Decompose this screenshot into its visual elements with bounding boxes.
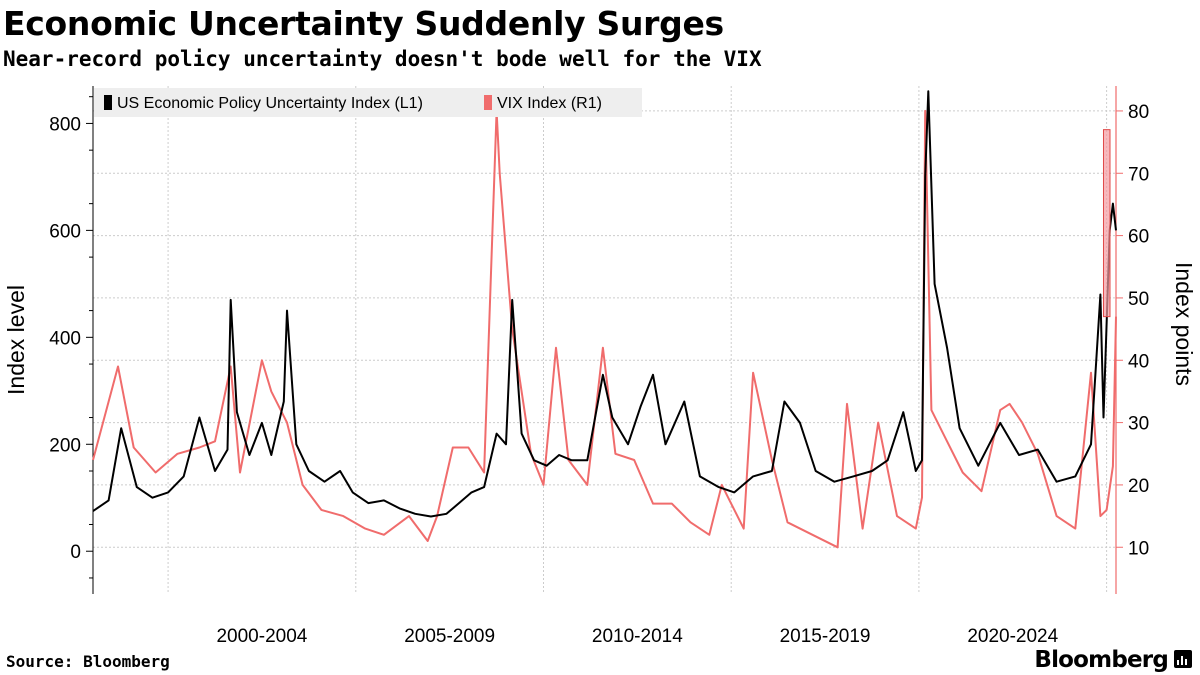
right-tick-label: 20 [1128, 476, 1149, 497]
axes [86, 86, 1123, 594]
right-tick-label: 50 [1128, 289, 1149, 310]
left-tick-label: 200 [49, 435, 81, 456]
x-tick-label: 2020-2024 [967, 626, 1058, 647]
right-tick-label: 40 [1128, 351, 1149, 372]
brand-chart-icon [1174, 650, 1192, 668]
epu-line [92, 90, 1117, 518]
right-tick-label: 70 [1128, 164, 1149, 185]
chart-subtitle: Near-record policy uncertainty doesn't b… [3, 47, 762, 71]
legend-swatch-vix [484, 95, 492, 110]
legend: US Economic Policy Uncertainty Index (L1… [94, 88, 642, 117]
legend-swatch-epu [104, 95, 112, 110]
right-tick-label: 10 [1128, 538, 1149, 559]
highlight-box [1102, 129, 1111, 318]
y-axis-title-right: Index points [1171, 262, 1197, 386]
right-tick-label: 30 [1128, 414, 1149, 435]
x-tick-label: 2010-2014 [592, 626, 683, 647]
legend-background [94, 88, 642, 117]
source-note: Source: Bloomberg [6, 652, 170, 671]
legend-label-vix: VIX Index (R1) [497, 95, 602, 112]
series-lines [92, 90, 1117, 549]
x-tick-label: 2015-2019 [780, 626, 871, 647]
highlight-region [1102, 129, 1111, 318]
right-tick-label: 60 [1128, 227, 1149, 248]
left-tick-label: 0 [70, 542, 81, 563]
left-tick-label: 600 [49, 221, 81, 242]
brand-logo: Bloomberg [1034, 647, 1168, 673]
y-axis-title-left: Index level [3, 285, 29, 395]
right-tick-label: 80 [1128, 102, 1149, 123]
x-tick-label: 2005-2009 [404, 626, 495, 647]
vix-line [92, 109, 1117, 549]
gridlines [93, 86, 1116, 594]
legend-label-epu: US Economic Policy Uncertainty Index (L1… [117, 95, 423, 112]
x-tick-label: 2000-2004 [216, 626, 307, 647]
left-tick-label: 800 [49, 114, 81, 135]
left-tick-label: 400 [49, 328, 81, 349]
chart-title: Economic Uncertainty Suddenly Surges [3, 4, 724, 43]
